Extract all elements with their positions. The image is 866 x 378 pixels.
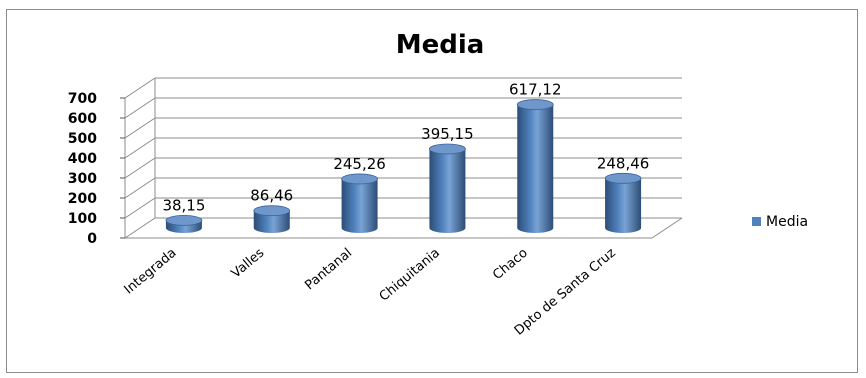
side-gridline	[124, 217, 156, 239]
y-tick-label: 0	[87, 231, 97, 247]
bar-top	[341, 173, 378, 185]
bar-body	[341, 178, 378, 234]
bar-body	[517, 104, 554, 234]
bars-layer	[165, 99, 642, 234]
bar-pantanal	[341, 173, 378, 234]
side-gridline	[124, 197, 156, 219]
grid-layer	[124, 77, 683, 239]
y-tick-label: 300	[68, 171, 97, 187]
y-tick-label: 400	[68, 151, 97, 167]
bar-dpto-de-santa-cruz	[604, 172, 642, 234]
data-labels: 38,15 86,46 245,26 395,15 617,12 248,46	[162, 81, 649, 215]
legend-swatch	[752, 217, 761, 226]
category-label: Integrada	[122, 246, 180, 298]
category-labels: Integrada Valles Pantanal Chiquitania ChacoD…	[122, 245, 619, 338]
bar-top	[165, 214, 203, 226]
y-tick-label: 700	[68, 91, 97, 107]
bar-body	[253, 210, 290, 234]
bar-top	[604, 172, 642, 184]
side-gridline	[124, 177, 156, 199]
bar-valles	[253, 205, 291, 234]
side-gridline	[124, 137, 156, 159]
side-gridline	[124, 157, 156, 179]
bar-top	[429, 143, 466, 155]
bar-chaco	[516, 99, 554, 234]
legend: Media	[752, 214, 808, 230]
category-label: Chaco	[490, 246, 531, 283]
bar-body	[429, 148, 466, 234]
legend-label: Media	[766, 214, 808, 230]
category-label: Pantanal	[302, 246, 355, 294]
chart-title: Media	[396, 30, 485, 60]
category-label: Valles	[229, 245, 268, 281]
bar-chiquitania	[429, 143, 466, 234]
y-axis-ticks: 0 100 200 300 400 500 600 700	[68, 91, 125, 247]
side-gridline	[124, 97, 156, 119]
data-label: 617,12	[509, 81, 562, 99]
category-label: Chiquitania	[377, 246, 443, 305]
data-label: 245,26	[333, 155, 386, 173]
data-label: 395,15	[421, 125, 474, 143]
bar-top	[516, 99, 554, 110]
side-gridline	[124, 117, 156, 139]
data-label: 38,15	[162, 196, 205, 214]
side-gridline	[124, 77, 156, 99]
bar-integrada	[165, 214, 203, 234]
bar-body	[605, 178, 642, 234]
y-tick-label: 500	[68, 131, 97, 147]
y-tick-label: 200	[68, 191, 97, 207]
y-tick-label: 100	[68, 211, 97, 227]
floor-right-edge	[651, 217, 683, 239]
data-label: 248,46	[597, 154, 650, 172]
bar-top	[253, 205, 291, 217]
y-tick-label: 600	[68, 111, 97, 127]
data-label: 86,46	[250, 187, 293, 205]
